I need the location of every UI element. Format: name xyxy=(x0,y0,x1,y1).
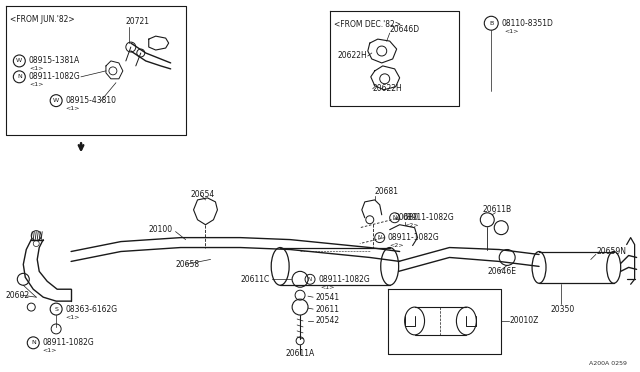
Text: 20646D: 20646D xyxy=(390,25,420,34)
Text: <2>: <2> xyxy=(404,223,419,228)
Text: 20611: 20611 xyxy=(315,305,339,314)
Text: 20659N: 20659N xyxy=(596,247,627,256)
Text: N: N xyxy=(392,215,397,220)
Text: <1>: <1> xyxy=(65,314,79,320)
Text: 08911-1082G: 08911-1082G xyxy=(28,72,80,81)
Text: 08363-6162G: 08363-6162G xyxy=(65,305,117,314)
Text: 08915-1381A: 08915-1381A xyxy=(28,57,79,65)
Text: 20611B: 20611B xyxy=(483,205,511,214)
Text: A200A 0259: A200A 0259 xyxy=(589,361,627,366)
Text: 08911-1082G: 08911-1082G xyxy=(42,338,94,347)
Text: B: B xyxy=(489,21,493,26)
Text: <1>: <1> xyxy=(65,106,79,111)
Text: N: N xyxy=(378,235,382,240)
Text: 20542: 20542 xyxy=(315,317,339,326)
Text: 20680: 20680 xyxy=(395,213,419,222)
Text: 20646E: 20646E xyxy=(487,267,516,276)
Text: 20622H: 20622H xyxy=(372,84,403,93)
Text: N: N xyxy=(31,340,36,345)
Text: 08911-1082G: 08911-1082G xyxy=(403,213,454,222)
Text: 20658: 20658 xyxy=(175,260,200,269)
Text: <2>: <2> xyxy=(390,243,404,248)
Text: 20350: 20350 xyxy=(551,305,575,314)
Text: 08915-43810: 08915-43810 xyxy=(65,96,116,105)
Text: 08110-8351D: 08110-8351D xyxy=(501,19,553,28)
Text: 20611A: 20611A xyxy=(285,349,314,358)
Text: 20541: 20541 xyxy=(315,293,339,302)
Text: 08911-1082G: 08911-1082G xyxy=(318,275,370,284)
Text: 20100: 20100 xyxy=(148,225,173,234)
Text: 20602: 20602 xyxy=(5,291,29,300)
Text: N: N xyxy=(308,277,312,282)
Text: 20611C: 20611C xyxy=(241,275,269,284)
Text: <1>: <1> xyxy=(29,66,44,71)
Text: <1>: <1> xyxy=(42,348,56,353)
Text: W: W xyxy=(53,98,60,103)
Text: W: W xyxy=(16,58,22,64)
Text: <1>: <1> xyxy=(504,29,518,33)
Text: 08911-1082G: 08911-1082G xyxy=(388,233,440,242)
Text: N: N xyxy=(17,74,22,79)
Text: 20010Z: 20010Z xyxy=(509,317,538,326)
Text: 20622H: 20622H xyxy=(338,51,367,61)
Text: S: S xyxy=(54,307,58,312)
Text: <FROM JUN.'82>: <FROM JUN.'82> xyxy=(10,15,75,24)
Text: 20654: 20654 xyxy=(191,190,215,199)
Text: 20681: 20681 xyxy=(375,187,399,196)
Text: <FROM DEC.'82>: <FROM DEC.'82> xyxy=(334,20,401,29)
Text: <1>: <1> xyxy=(320,285,334,290)
Text: 20721: 20721 xyxy=(126,17,150,26)
Text: <1>: <1> xyxy=(29,82,44,87)
